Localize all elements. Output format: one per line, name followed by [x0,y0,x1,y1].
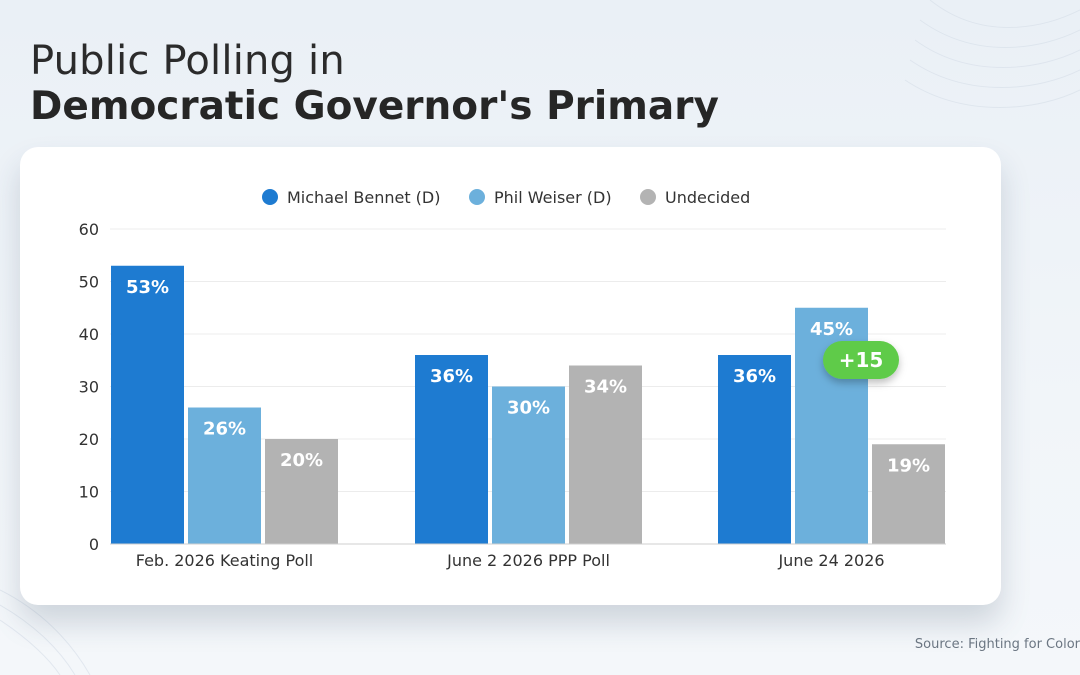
bar [569,365,642,544]
data-label: 26% [203,419,246,440]
data-label: 19% [887,455,930,476]
data-label: 30% [507,398,550,419]
bar [718,355,791,544]
bar [492,386,565,544]
y-tick-label: 30 [79,378,99,397]
x-tick-label: Feb. 2026 Keating Poll [136,551,314,570]
legend-label: Phil Weiser (D) [494,188,612,207]
change-badge [823,341,899,379]
bar [111,265,184,544]
legend-label: Undecided [665,188,750,207]
data-label: 34% [584,377,627,398]
source-note: Source: Fighting for Color [914,637,1080,652]
data-label: 36% [430,366,473,387]
legend-label: Michael Bennet (D) [287,188,440,207]
page-title-line2: Democratic Governor's Primary [30,84,719,129]
data-label: 20% [280,450,323,471]
y-tick-label: 40 [79,325,99,344]
chart-card: 0 10 20 30 40 50 60 Michael Bennet (D) Phil Weis… [20,147,1001,605]
x-tick-label: June 2 2026 PPP Poll [446,551,610,570]
page-title-line1: Public Polling in [30,38,345,84]
change-badge-label: +15 [839,348,884,372]
bar [265,439,338,544]
legend-swatch [469,189,485,205]
legend-swatch [640,189,656,205]
y-tick-label: 60 [79,220,99,239]
y-tick-label: 50 [79,273,99,292]
legend-swatch [262,189,278,205]
y-tick-label: 10 [79,483,99,502]
bar [872,444,945,544]
y-tick-label: 20 [79,430,99,449]
bar [188,407,261,544]
x-tick-label: June 24 2026 [777,551,884,570]
bar-chart: 0 10 20 30 40 50 60 Michael Bennet (D) Phil Weis… [79,188,946,570]
data-label: 36% [733,366,776,387]
bar [415,355,488,544]
data-label: 45% [810,319,853,340]
data-label: 53% [126,277,169,298]
y-tick-label: 0 [89,535,99,554]
